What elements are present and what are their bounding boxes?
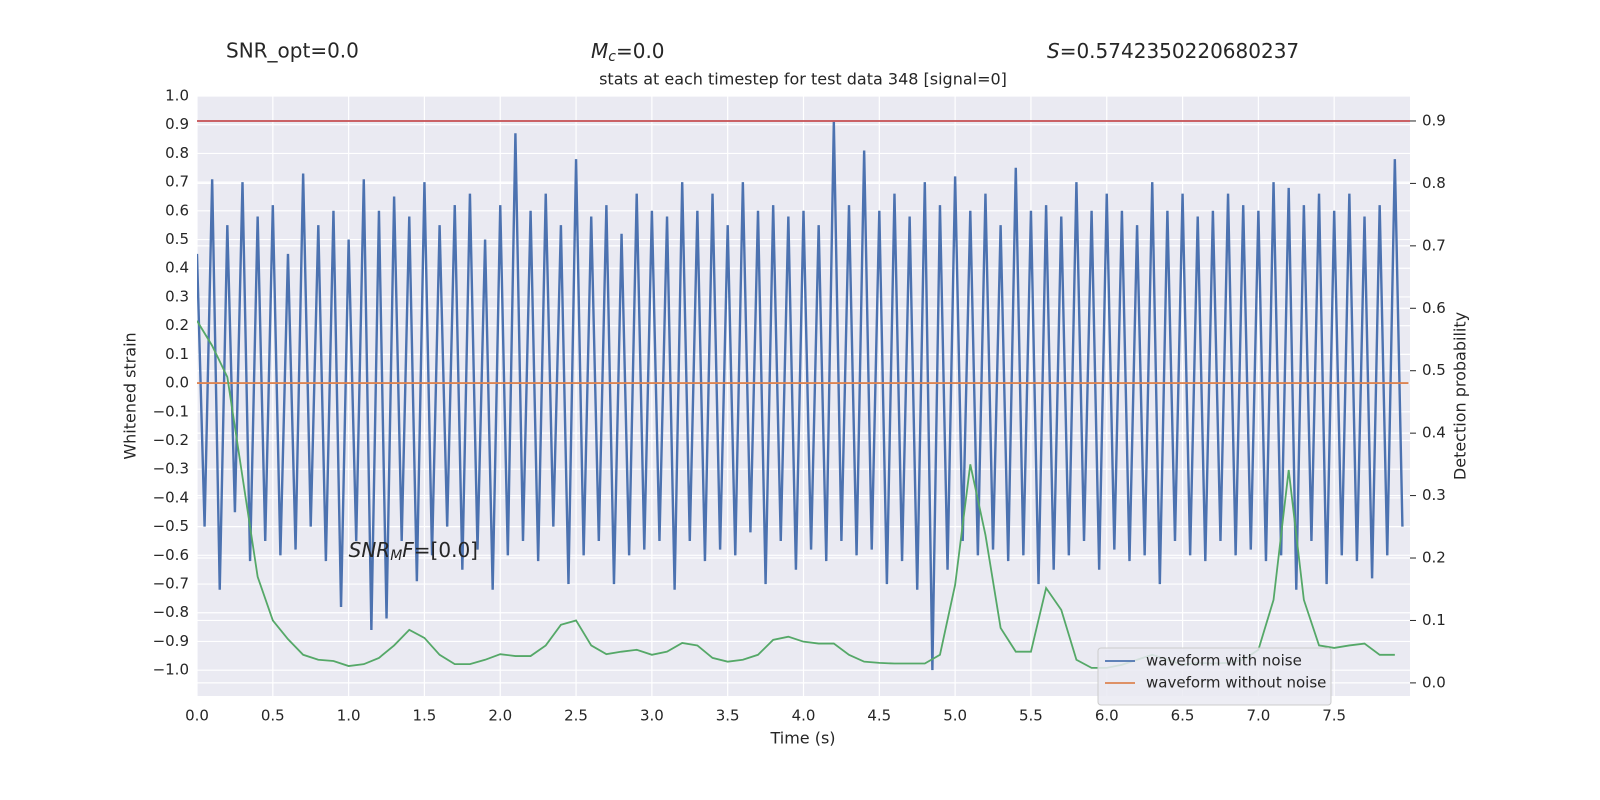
y2-tick-label: 0.0 bbox=[1422, 673, 1446, 691]
y-tick-label: 1.0 bbox=[165, 87, 189, 105]
x-tick-label: 1.5 bbox=[413, 707, 437, 725]
y-tick-label: 0.8 bbox=[165, 144, 189, 162]
y-tick-label: −0.3 bbox=[153, 460, 189, 478]
chart-title: stats at each timestep for test data 348… bbox=[599, 70, 1007, 89]
x-tick-label: 0.5 bbox=[261, 707, 285, 725]
snr-mf-annotation: SNRMF=[0.0] bbox=[349, 538, 478, 565]
y-tick-label: −0.2 bbox=[153, 431, 189, 449]
y-tick-label: −0.7 bbox=[153, 575, 189, 593]
x-tick-label: 6.0 bbox=[1095, 707, 1119, 725]
y-tick-label: 0.7 bbox=[165, 173, 189, 191]
y2-tick-label: 0.2 bbox=[1422, 549, 1446, 567]
y2-tick-label: 0.9 bbox=[1422, 111, 1446, 129]
x-axis-label: Time (s) bbox=[769, 729, 835, 748]
x-tick-label: 2.5 bbox=[564, 707, 588, 725]
y-tick-label: −0.6 bbox=[153, 546, 189, 564]
x-tick-label: 5.5 bbox=[1019, 707, 1043, 725]
x-tick-label: 0.0 bbox=[185, 707, 209, 725]
x-tick-label: 3.0 bbox=[640, 707, 664, 725]
mc-subscript: c bbox=[608, 49, 616, 65]
legend-box bbox=[1097, 647, 1332, 706]
mc-symbol: M bbox=[591, 39, 608, 63]
x-tick-label: 7.0 bbox=[1246, 707, 1270, 725]
chirp-mass-label: Mc=0.0 bbox=[591, 39, 665, 66]
y2-tick-label: 0.6 bbox=[1422, 299, 1446, 317]
x-tick-label: 4.0 bbox=[792, 707, 816, 725]
y-tick-label: −0.8 bbox=[153, 603, 189, 621]
x-tick-label: 4.5 bbox=[867, 707, 891, 725]
legend-label: waveform with noise bbox=[1146, 652, 1302, 670]
y-tick-label: −0.4 bbox=[153, 488, 189, 506]
y-tick-label: 0.1 bbox=[165, 345, 189, 363]
annotation-part: M bbox=[390, 548, 402, 564]
y2-tick-label: 0.1 bbox=[1422, 611, 1446, 629]
y2-tick-label: 0.5 bbox=[1422, 361, 1446, 379]
legend-label: waveform without noise bbox=[1146, 674, 1326, 692]
y-tick-label: 0.0 bbox=[165, 374, 189, 392]
y2-tick-label: 0.4 bbox=[1422, 424, 1446, 442]
s-symbol: S bbox=[1047, 39, 1060, 63]
y-tick-label: −0.1 bbox=[153, 402, 189, 420]
series-line bbox=[197, 121, 1404, 671]
x-tick-label: 3.5 bbox=[716, 707, 740, 725]
y-axis-label: Whitened strain bbox=[121, 332, 140, 459]
y-tick-label: −1.0 bbox=[153, 661, 189, 679]
y-tick-label: 0.5 bbox=[165, 230, 189, 248]
x-tick-label: 2.0 bbox=[488, 707, 512, 725]
y-tick-label: 0.2 bbox=[165, 316, 189, 334]
x-tick-label: 1.0 bbox=[337, 707, 361, 725]
snr-opt-label: SNR_opt=0.0 bbox=[226, 39, 359, 63]
y2-axis-label: Detection probability bbox=[1451, 312, 1470, 480]
s-label: S=0.5742350220680237 bbox=[1047, 39, 1299, 63]
mc-value: =0.0 bbox=[616, 39, 665, 63]
y-tick-label: −0.9 bbox=[153, 632, 189, 650]
annotation-part: SNR bbox=[349, 538, 391, 562]
y-tick-label: −0.5 bbox=[153, 517, 189, 535]
y-tick-label: 0.6 bbox=[165, 201, 189, 219]
y2-tick-label: 0.7 bbox=[1422, 236, 1446, 254]
annotation-part: =[0.0] bbox=[414, 538, 478, 562]
legend: waveform with noise waveform without nois… bbox=[1097, 647, 1332, 706]
x-tick-label: 5.0 bbox=[943, 707, 967, 725]
x-tick-label: 6.5 bbox=[1171, 707, 1195, 725]
annotation-part: F bbox=[402, 538, 414, 562]
x-tick-label: 7.5 bbox=[1322, 707, 1346, 725]
y2-tick-label: 0.3 bbox=[1422, 486, 1446, 504]
y-tick-label: 0.4 bbox=[165, 259, 189, 277]
y-tick-label: 0.3 bbox=[165, 287, 189, 305]
s-value: =0.5742350220680237 bbox=[1060, 39, 1299, 63]
y2-tick-label: 0.8 bbox=[1422, 174, 1446, 192]
y-tick-label: 0.9 bbox=[165, 115, 189, 133]
